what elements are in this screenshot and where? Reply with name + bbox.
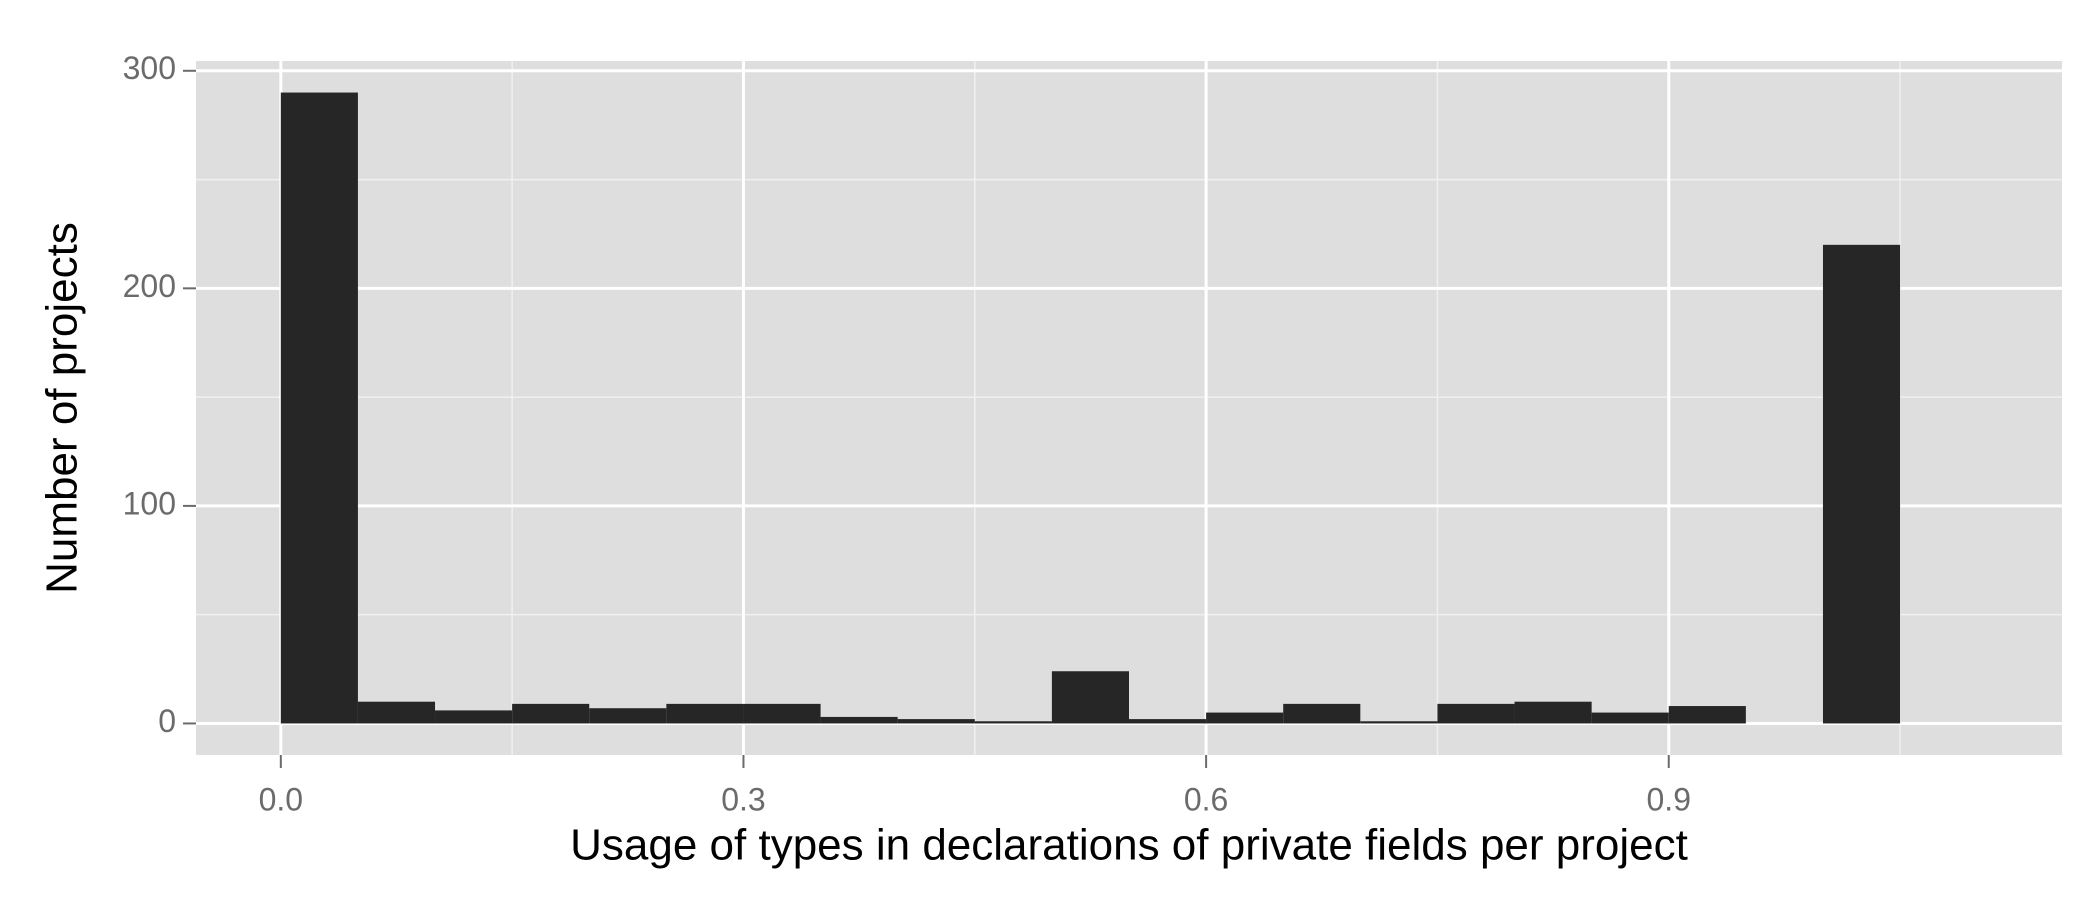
bar <box>974 721 1052 724</box>
bar <box>1051 671 1129 724</box>
bar <box>820 716 898 724</box>
x-tick-label: 0.6 <box>1184 781 1228 817</box>
x-axis-title: Usage of types in declarations of privat… <box>570 821 1688 870</box>
bar <box>1668 706 1746 724</box>
bar <box>1360 721 1438 724</box>
bar <box>1437 703 1515 724</box>
bar <box>512 703 590 724</box>
bar <box>666 703 744 724</box>
x-tick-label: 0.0 <box>259 781 303 817</box>
bar <box>743 703 821 724</box>
bar <box>435 710 513 724</box>
bar <box>1591 712 1669 724</box>
bar <box>589 708 667 724</box>
bar <box>1129 719 1207 724</box>
bar <box>1206 712 1284 724</box>
y-tick-label: 0 <box>158 703 176 739</box>
x-tick-label: 0.9 <box>1647 781 1691 817</box>
y-tick-label: 300 <box>123 50 176 86</box>
y-tick-label: 200 <box>123 268 176 304</box>
bar <box>1514 701 1592 724</box>
y-axis-title: Number of projects <box>38 222 87 594</box>
y-tick-label: 100 <box>123 485 176 521</box>
bar <box>1822 244 1901 724</box>
x-tick-label: 0.3 <box>721 781 765 817</box>
bar <box>280 92 358 724</box>
bar <box>357 701 436 724</box>
plot-panel <box>196 61 2062 755</box>
bar <box>897 719 975 724</box>
bar <box>1283 703 1361 724</box>
